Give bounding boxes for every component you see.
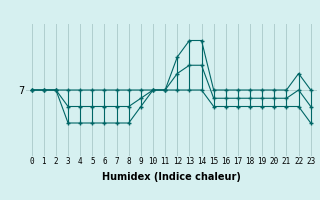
X-axis label: Humidex (Indice chaleur): Humidex (Indice chaleur): [102, 172, 241, 182]
